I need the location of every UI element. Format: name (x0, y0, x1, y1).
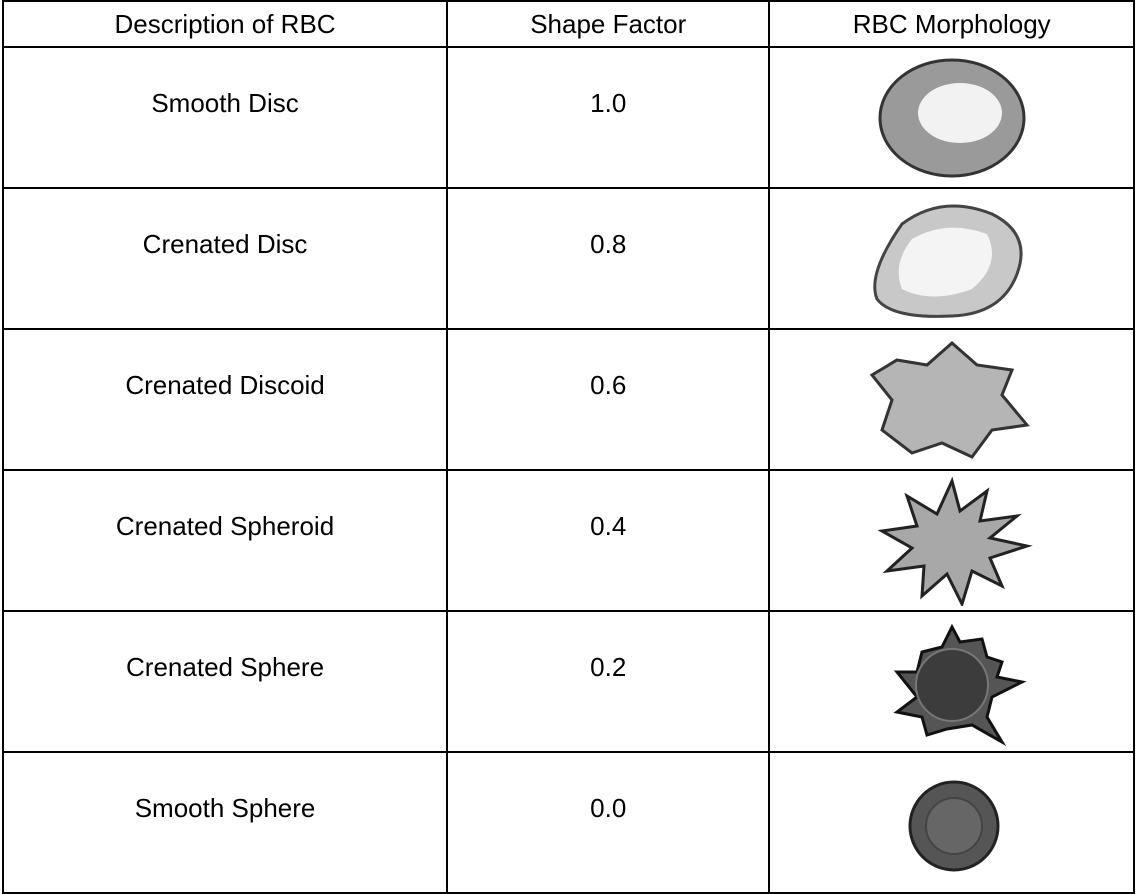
row: Crenated Spheroid 0.4 (1, 469, 1135, 612)
morphology-cell (768, 187, 1135, 330)
row: Crenated Disc 0.8 (1, 187, 1135, 330)
shape-factor-cell: 0.6 (446, 328, 771, 471)
description-cell: Crenated Disc (1, 187, 449, 330)
rbc-image (893, 623, 1027, 747)
description-cell: Crenated Discoid (1, 328, 449, 471)
description-cell: Crenated Sphere (1, 610, 449, 753)
row: Crenated Sphere 0.2 (1, 610, 1135, 753)
header-row: Description of RBC Shape Factor RBC Morp… (1, 0, 1135, 48)
rbc-image (872, 204, 1023, 318)
row: Smooth Disc 1.0 (1, 46, 1135, 189)
shape-factor-cell: 0.8 (446, 187, 771, 330)
morphology-cell (768, 751, 1135, 894)
header-cell: RBC Morphology (768, 0, 1135, 48)
description-cell: Smooth Disc (1, 46, 449, 189)
rbc-image (877, 476, 1033, 606)
rbc-image (878, 58, 1026, 178)
row: Crenated Discoid 0.6 (1, 328, 1135, 471)
header-cell: Shape Factor (446, 0, 771, 48)
shape-factor-cell: 0.2 (446, 610, 771, 753)
description-cell: Crenated Spheroid (1, 469, 449, 612)
shape-factor-cell: 1.0 (446, 46, 771, 189)
row: Smooth Sphere 0.0 (1, 751, 1135, 894)
morphology-cell (768, 610, 1135, 753)
rbc-image (908, 780, 1000, 872)
description-cell: Smooth Sphere (1, 751, 449, 894)
header-cell: Description of RBC (1, 0, 449, 48)
morphology-cell (768, 46, 1135, 189)
morphology-cell (768, 469, 1135, 612)
shape-factor-cell: 0.0 (446, 751, 771, 894)
rbc-image (869, 341, 1030, 459)
morphology-cell (768, 328, 1135, 471)
shape-factor-cell: 0.4 (446, 469, 771, 612)
